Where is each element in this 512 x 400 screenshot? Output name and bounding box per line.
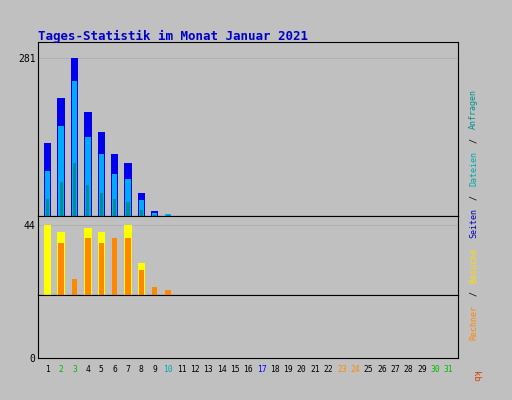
Bar bbox=[125, 179, 131, 216]
Bar bbox=[124, 162, 132, 216]
Text: 31: 31 bbox=[444, 365, 454, 374]
Bar bbox=[165, 214, 170, 216]
Bar bbox=[151, 211, 158, 216]
Text: 22: 22 bbox=[324, 365, 333, 374]
Text: 6: 6 bbox=[112, 365, 117, 374]
Bar bbox=[57, 98, 65, 216]
Text: 19: 19 bbox=[284, 365, 293, 374]
Text: 5: 5 bbox=[99, 365, 103, 374]
Text: kb: kb bbox=[471, 371, 480, 381]
Text: 28: 28 bbox=[404, 365, 414, 374]
Bar bbox=[112, 174, 117, 216]
Bar bbox=[124, 225, 132, 295]
Bar bbox=[99, 154, 104, 216]
Bar bbox=[84, 112, 92, 216]
Bar bbox=[125, 238, 131, 295]
Bar bbox=[85, 238, 91, 295]
Text: Seiten: Seiten bbox=[469, 208, 478, 238]
Bar bbox=[139, 200, 144, 216]
Text: 25: 25 bbox=[364, 365, 374, 374]
Bar bbox=[46, 199, 49, 216]
Bar bbox=[73, 162, 76, 216]
Text: 11: 11 bbox=[177, 365, 186, 374]
Text: 20: 20 bbox=[297, 365, 307, 374]
Bar bbox=[44, 143, 51, 216]
Text: 4: 4 bbox=[86, 365, 90, 374]
Bar bbox=[126, 202, 130, 216]
Bar bbox=[140, 210, 143, 216]
Text: 14: 14 bbox=[217, 365, 226, 374]
Text: 16: 16 bbox=[243, 365, 253, 374]
Text: 23: 23 bbox=[337, 365, 347, 374]
Text: Tages-Statistik im Monat Januar 2021: Tages-Statistik im Monat Januar 2021 bbox=[38, 30, 308, 43]
Text: 26: 26 bbox=[377, 365, 387, 374]
Bar bbox=[98, 232, 105, 295]
Bar bbox=[85, 137, 91, 216]
Bar bbox=[58, 126, 64, 216]
Text: /: / bbox=[469, 286, 478, 301]
Bar bbox=[138, 193, 145, 216]
Text: Dateien: Dateien bbox=[469, 151, 478, 186]
Bar bbox=[99, 243, 104, 295]
Text: 8: 8 bbox=[139, 365, 144, 374]
Bar bbox=[153, 215, 156, 216]
Text: /: / bbox=[469, 190, 478, 205]
Bar bbox=[72, 81, 77, 216]
Bar bbox=[58, 243, 64, 295]
Text: 12: 12 bbox=[190, 365, 200, 374]
Bar bbox=[87, 185, 90, 216]
Text: Besuche: Besuche bbox=[469, 248, 478, 283]
Bar bbox=[45, 171, 50, 216]
Text: 17: 17 bbox=[257, 365, 267, 374]
Text: 7: 7 bbox=[125, 365, 131, 374]
Text: 29: 29 bbox=[417, 365, 427, 374]
Bar bbox=[44, 225, 51, 295]
Bar bbox=[138, 263, 145, 295]
Bar bbox=[152, 213, 157, 216]
Text: 30: 30 bbox=[431, 365, 440, 374]
Bar bbox=[100, 193, 103, 216]
Text: 3: 3 bbox=[72, 365, 77, 374]
Text: 9: 9 bbox=[152, 365, 157, 374]
Text: 27: 27 bbox=[391, 365, 400, 374]
Bar bbox=[113, 199, 116, 216]
Bar bbox=[152, 287, 157, 295]
Bar bbox=[165, 290, 170, 295]
Text: 18: 18 bbox=[270, 365, 280, 374]
Text: 15: 15 bbox=[230, 365, 240, 374]
Text: 10: 10 bbox=[163, 365, 173, 374]
Text: 1: 1 bbox=[46, 365, 50, 374]
Bar bbox=[98, 132, 105, 216]
Text: Rechner: Rechner bbox=[469, 305, 478, 340]
Bar bbox=[59, 182, 62, 216]
Text: 2: 2 bbox=[59, 365, 63, 374]
Text: Anfragen: Anfragen bbox=[469, 89, 478, 129]
Bar bbox=[112, 238, 117, 295]
Bar bbox=[166, 215, 169, 216]
Bar bbox=[71, 58, 78, 216]
Text: 24: 24 bbox=[350, 365, 360, 374]
Bar bbox=[139, 270, 144, 295]
Bar bbox=[72, 279, 77, 295]
Bar bbox=[84, 228, 92, 295]
Text: 21: 21 bbox=[310, 365, 320, 374]
Text: 13: 13 bbox=[203, 365, 213, 374]
Bar bbox=[111, 154, 118, 216]
Bar bbox=[57, 232, 65, 295]
Text: /: / bbox=[469, 133, 478, 148]
